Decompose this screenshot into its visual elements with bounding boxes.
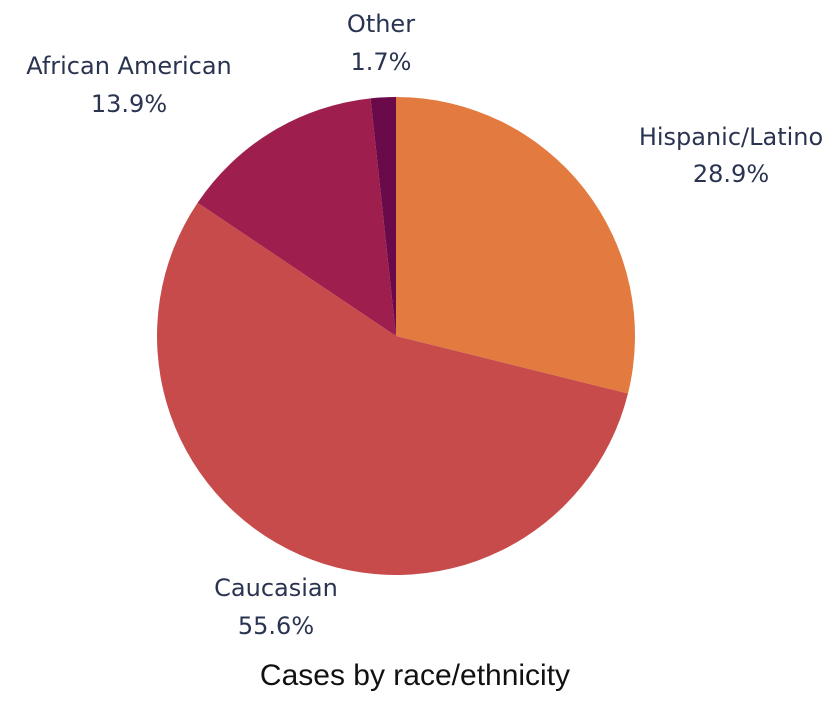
pie-slices xyxy=(157,97,636,575)
chart-title: Cases by race/ethnicity xyxy=(259,659,571,692)
slice-labels: Hispanic/Latino 28.9% Caucasian 55.6% Africa… xyxy=(26,10,823,640)
pie-slice-hispanic-latino xyxy=(396,97,636,394)
slice-value-label: 13.9% xyxy=(91,90,167,118)
slice-value-label: 28.9% xyxy=(693,160,769,188)
pie-slice-other xyxy=(370,97,396,336)
slice-category-label: Hispanic/Latino xyxy=(639,123,823,151)
slice-category-label: Caucasian xyxy=(214,574,338,602)
slice-category-label: Other xyxy=(347,10,415,38)
pie-slice-african-american xyxy=(197,98,396,336)
pie-slice-caucasian xyxy=(157,202,628,575)
slice-category-label: African American xyxy=(26,52,232,80)
slice-value-label: 55.6% xyxy=(238,612,314,640)
slice-value-label: 1.7% xyxy=(351,48,412,76)
